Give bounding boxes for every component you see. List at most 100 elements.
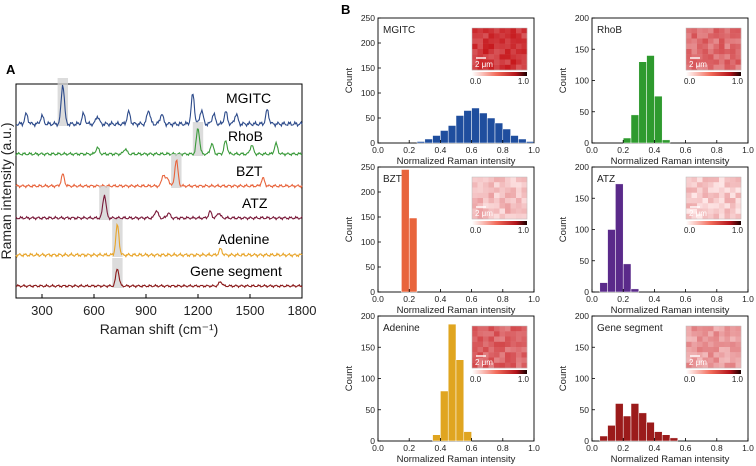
inset-map-pixel — [477, 43, 484, 50]
inset-map-pixel — [724, 43, 731, 50]
inset-map-pixel — [691, 28, 698, 34]
inset-map-pixel — [516, 182, 522, 188]
histogram-title: RhoB — [597, 25, 622, 36]
inset-map-pixel — [521, 352, 528, 358]
y-tick-label: 50 — [580, 107, 590, 117]
x-tick-label: 0.2 — [617, 145, 629, 155]
inset-map-pixel — [516, 187, 522, 193]
inset-map-pixel — [708, 331, 714, 337]
inset-map-pixel — [697, 33, 703, 39]
histogram-bar — [622, 137, 632, 144]
inset-map-pixel — [494, 33, 500, 39]
histogram-bar — [455, 115, 465, 144]
inset-map-pixel — [719, 203, 725, 209]
inset-map-pixel — [521, 213, 528, 220]
inset-map-pixel — [708, 64, 714, 71]
inset-map-pixel — [483, 54, 489, 60]
inset-map-pixel — [488, 357, 495, 363]
x-tick-label: 0.0 — [372, 443, 384, 453]
inset-map-pixel — [708, 38, 714, 44]
inset-map-pixel — [686, 326, 692, 332]
inset-map-pixel — [505, 357, 511, 363]
inset-map-pixel — [724, 187, 731, 193]
scale-bar-label: 2 μm — [475, 358, 493, 367]
scale-bar-label: 2 μm — [689, 209, 707, 218]
histogram-bar — [510, 135, 519, 144]
inset-map-pixel — [691, 64, 698, 71]
inset-map-pixel — [697, 54, 703, 60]
inset-map-pixel — [483, 33, 489, 39]
inset-map-pixel — [472, 187, 478, 193]
inset-map-pixel — [691, 177, 698, 183]
inset-map-pixel — [483, 357, 489, 363]
y-tick-label: 50 — [580, 405, 590, 415]
inset-map-pixel — [713, 28, 720, 34]
inset-map-pixel — [510, 326, 517, 332]
inset-map-pixel — [697, 203, 703, 209]
inset-map-pixel — [472, 33, 478, 39]
inset-map-pixel — [521, 362, 528, 369]
inset-map-pixel — [686, 357, 692, 363]
x-tick-label: 0.2 — [617, 294, 629, 304]
colorbar — [686, 221, 741, 225]
inset-map-pixel — [510, 336, 517, 342]
inset-map-pixel — [472, 49, 478, 55]
inset-map-pixel — [724, 352, 731, 358]
inset-map-pixel — [724, 28, 731, 34]
inset-map-pixel — [730, 192, 736, 199]
inset-map-pixel — [499, 203, 506, 209]
histogram-bar — [440, 390, 449, 442]
x-tick-label: 0.0 — [586, 294, 598, 304]
inset-map-pixel — [488, 326, 495, 332]
spectrum-line — [15, 84, 303, 129]
x-tick-label: 1.0 — [528, 294, 540, 304]
histogram-bar — [615, 403, 624, 442]
inset-map-pixel — [516, 341, 522, 348]
histogram-bar — [630, 114, 640, 144]
inset-map-pixel — [483, 326, 489, 332]
inset-map-pixel — [691, 54, 698, 60]
inset-map-pixel — [516, 208, 522, 214]
inset-map-pixel — [735, 326, 742, 332]
colorbar — [686, 72, 741, 76]
inset-map-pixel — [719, 331, 725, 337]
inset-map-pixel — [483, 59, 489, 65]
inset-map-pixel — [702, 33, 709, 39]
inset-map-pixel — [483, 38, 489, 44]
inset-map-pixel — [713, 192, 720, 199]
inset-map-pixel — [708, 59, 714, 65]
inset-map-pixel — [483, 177, 489, 183]
panel-b-histograms: 0.0 0.2 0.4 0.6 0.8 1.0 0 50 100 150 200 250 Normali… — [344, 13, 754, 465]
inset-map-pixel — [483, 213, 489, 220]
inset-map-pixel — [505, 331, 511, 337]
spectrum-line — [15, 128, 303, 157]
histogram-bar — [502, 128, 511, 144]
inset-map-pixel — [483, 28, 489, 34]
x-tick-label: 0.2 — [403, 443, 415, 453]
inset-map-pixel — [499, 198, 506, 204]
inset-map-pixel — [719, 357, 725, 363]
inset-map-pixel — [686, 341, 692, 348]
inset-map-pixel — [735, 208, 742, 214]
inset-map-pixel — [708, 357, 714, 363]
inset-map-pixel — [708, 33, 714, 39]
inset-map-pixel — [505, 59, 511, 65]
inset-map-pixel — [724, 198, 731, 204]
colorbar-max-label: 1.0 — [732, 77, 744, 86]
x-tick-label: 900 — [135, 303, 157, 318]
inset-map-pixel — [697, 49, 703, 55]
inset-map-pixel — [505, 33, 511, 39]
inset-map-pixel — [494, 331, 500, 337]
inset-map-pixel — [516, 213, 522, 220]
inset-map-pixel — [477, 336, 484, 342]
histogram-bar — [630, 288, 640, 293]
inset-map-pixel — [483, 336, 489, 342]
highlight-band — [99, 186, 110, 220]
inset-map-pixel — [713, 43, 720, 50]
colorbar-min-label: 0.0 — [470, 77, 482, 86]
y-tick-label: 200 — [361, 187, 375, 197]
inset-map-pixel — [488, 198, 495, 204]
histogram-bar — [471, 107, 480, 144]
inset-map-pixel — [499, 59, 506, 65]
x-tick-label: 0.0 — [586, 443, 598, 453]
